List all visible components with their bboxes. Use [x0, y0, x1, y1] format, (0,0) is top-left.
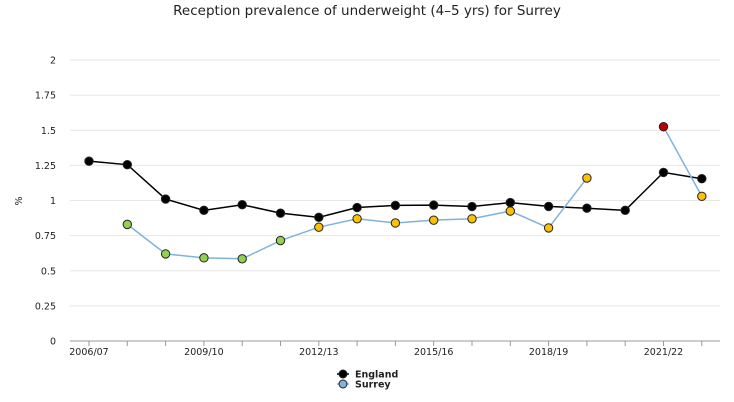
x-tick-label: 2009/10 [184, 347, 223, 358]
y-axis: 0 0.25 0.5 0.75 1 1.25 1.5 1.75 2 [35, 56, 56, 348]
data-point-england [505, 197, 515, 208]
data-point-surrey [160, 249, 171, 259]
data-point-surrey [352, 214, 362, 224]
data-point-surrey [314, 222, 324, 232]
data-point-england [543, 201, 554, 212]
legend-marker [338, 369, 348, 379]
data-point-england [390, 200, 401, 211]
data-point-surrey [122, 219, 133, 230]
y-tick-label: 0.75 [35, 231, 56, 242]
gridlines [70, 59, 720, 342]
data-point-surrey [390, 218, 401, 228]
y-tick-label: 1 [50, 196, 56, 207]
data-point-england [237, 200, 247, 210]
data-point-surrey [429, 215, 439, 225]
data-point-surrey [275, 235, 286, 246]
data-point-england [697, 174, 707, 184]
data-point-england [582, 203, 592, 213]
data-point-england [620, 205, 630, 216]
y-axis-label: % [14, 196, 25, 205]
y-tick-label: 0 [50, 337, 56, 348]
data-point-england [84, 156, 94, 166]
data-point-england [160, 194, 171, 204]
y-tick-label: 1.75 [35, 91, 56, 102]
data-point-england [352, 202, 362, 213]
data-point-england [122, 159, 133, 170]
data-point-surrey [505, 206, 515, 216]
data-point-surrey [199, 253, 209, 263]
y-tick-label: 0.25 [35, 301, 56, 312]
data-point-surrey [543, 223, 554, 233]
data-point-england [199, 205, 209, 216]
data-point-england [275, 208, 286, 218]
series-line-surrey [662, 126, 703, 197]
data-point-england [658, 167, 669, 178]
legend-label: England [355, 370, 398, 381]
y-tick-label: 1.5 [41, 126, 56, 137]
series-lines [88, 126, 703, 260]
legend-marker [338, 379, 348, 389]
series-points [84, 122, 707, 264]
x-tick-label: 2021/22 [644, 347, 683, 358]
x-tick-label: 2018/19 [529, 347, 568, 358]
x-tick-label: 2012/13 [299, 347, 338, 358]
y-tick-label: 1.25 [35, 161, 56, 172]
data-point-england [314, 212, 324, 223]
legend-label: Surrey [355, 380, 391, 391]
data-point-england [467, 201, 477, 212]
y-tick-label: 0.5 [41, 266, 56, 277]
x-tick-label: 2006/07 [69, 347, 108, 358]
data-point-surrey [697, 191, 707, 201]
data-point-surrey [467, 214, 477, 224]
data-point-surrey [582, 173, 592, 183]
chart-title: Reception prevalence of underweight (4–5… [173, 3, 561, 19]
data-point-england [429, 200, 439, 210]
x-axis: 2006/07 2009/10 2012/13 2015/16 2018/19 2021/… [69, 340, 720, 358]
data-point-surrey [237, 254, 247, 264]
x-tick-label: 2015/16 [414, 347, 453, 358]
data-point-surrey [658, 122, 669, 132]
y-tick-label: 2 [50, 56, 56, 67]
